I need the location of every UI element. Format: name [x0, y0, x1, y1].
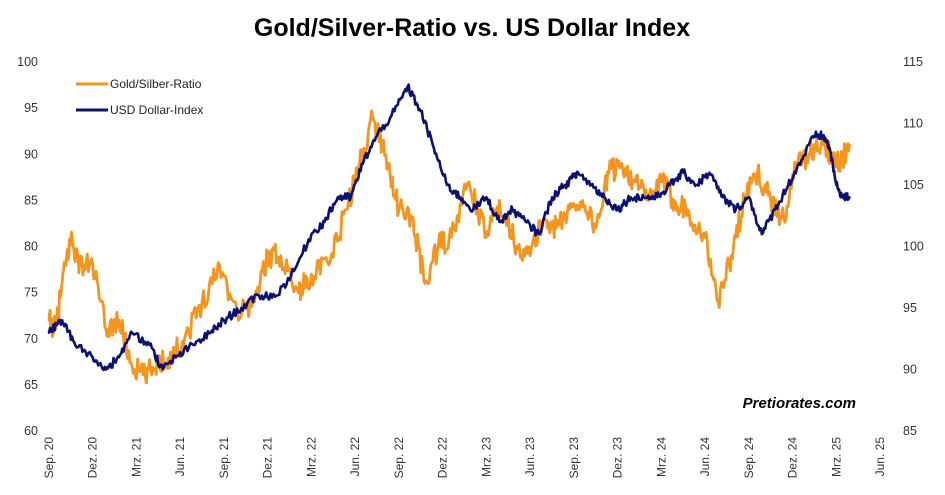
- series-group: [47, 83, 851, 385]
- right-axis-tick-label: 95: [903, 301, 917, 315]
- x-axis-tick-label: Dez. 21: [261, 437, 275, 479]
- right-axis-tick-label: 110: [903, 117, 923, 131]
- right-axis-tick-label: 90: [903, 363, 917, 377]
- watermark: Pretiorates.com: [743, 395, 856, 412]
- x-axis-tick-label: Mrz. 24: [654, 437, 668, 477]
- left-axis-tick-label: 80: [24, 240, 38, 254]
- left-axis-tick-label: 65: [24, 378, 38, 392]
- left-axis-ticks: 60 65 70 75 80 85 90 95 100: [17, 55, 38, 438]
- legend-label-gold-silver: Gold/Silber-Ratio: [110, 77, 202, 91]
- x-axis-tick-label: Sep. 21: [217, 437, 231, 479]
- left-axis-tick-label: 90: [24, 147, 38, 161]
- x-axis-tick-label: Jun. 23: [523, 437, 537, 477]
- left-axis-tick-label: 70: [24, 332, 38, 346]
- x-axis-tick-label: Jun. 24: [698, 437, 712, 477]
- x-axis-tick-label: Sep. 23: [567, 437, 581, 479]
- right-axis-tick-label: 105: [903, 178, 924, 192]
- left-axis-tick-label: 85: [24, 193, 38, 207]
- chart-title: Gold/Silver-Ratio vs. US Dollar Index: [254, 14, 690, 42]
- x-axis-tick-label: Dez. 24: [786, 437, 800, 479]
- right-axis-tick-label: 85: [903, 424, 917, 438]
- right-axis-ticks: 85 90 95 100 105 110 115: [903, 55, 924, 438]
- series-line-gold-silver-ratio: [47, 109, 851, 385]
- x-axis-tick-label: Dez. 22: [436, 437, 450, 479]
- series-line-usd-dollar-index: [47, 83, 851, 372]
- x-axis-tick-label: Sep. 24: [742, 437, 756, 479]
- left-axis-tick-label: 100: [17, 55, 38, 69]
- left-axis-tick-label: 60: [24, 424, 38, 438]
- x-axis-tick-label: Jun. 21: [173, 437, 187, 477]
- legend: Gold/Silber-Ratio USD Dollar-Index: [76, 77, 203, 117]
- x-axis-tick-label: Jun. 25: [873, 437, 887, 477]
- x-axis-tick-label: Dez. 20: [86, 437, 100, 479]
- x-axis-tick-label: Mrz. 23: [479, 437, 493, 477]
- x-axis-tick-label: Jun. 22: [348, 437, 362, 477]
- left-axis-tick-label: 75: [24, 286, 38, 300]
- right-axis-tick-label: 100: [903, 240, 924, 254]
- legend-label-usd-index: USD Dollar-Index: [110, 103, 203, 117]
- x-axis-ticks: Sep. 20 Dez. 20 Mrz. 21 Jun. 21 Sep. 21 Dez. …: [42, 437, 887, 479]
- left-axis-tick-label: 95: [24, 101, 38, 115]
- x-axis-tick-label: Sep. 22: [392, 437, 406, 479]
- x-axis-tick-label: Sep. 20: [42, 437, 56, 479]
- x-axis-tick-label: Mrz. 21: [129, 437, 143, 477]
- x-axis-tick-label: Mrz. 22: [304, 437, 318, 477]
- x-axis-tick-label: Dez. 23: [611, 437, 625, 479]
- right-axis-tick-label: 115: [903, 55, 923, 69]
- x-axis-tick-label: Mrz. 25: [829, 437, 843, 477]
